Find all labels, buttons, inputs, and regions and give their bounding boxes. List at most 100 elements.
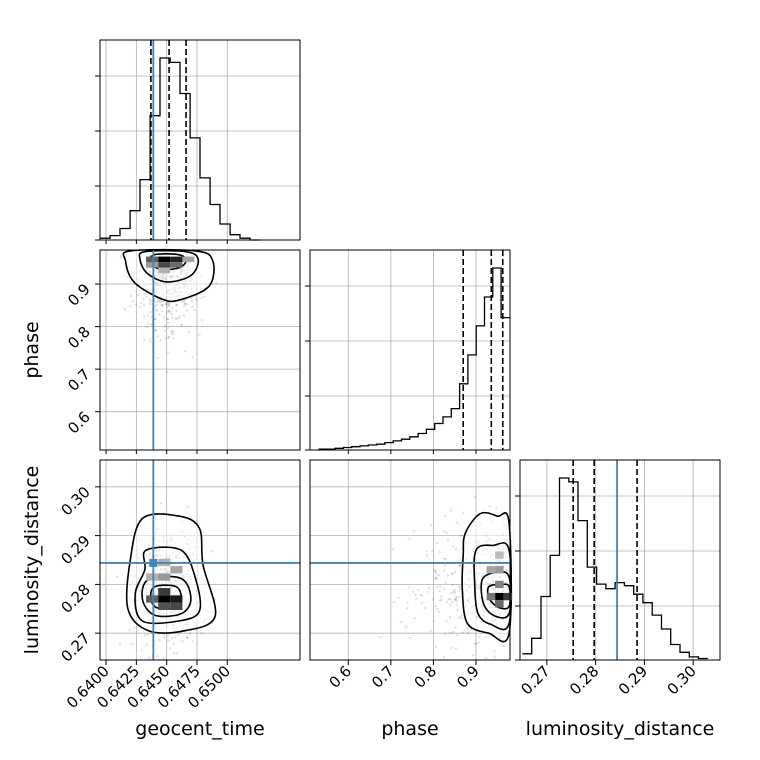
x-tick-label: 0.8 <box>411 662 441 692</box>
sample-point <box>434 569 437 572</box>
sample-point <box>170 331 173 334</box>
reference-line-layer <box>100 40 638 660</box>
sample-point <box>438 599 442 602</box>
sample-point <box>172 642 175 645</box>
sample-point <box>449 616 452 619</box>
sample-point <box>443 530 446 533</box>
sample-point <box>415 597 418 600</box>
sample-point <box>434 604 438 608</box>
sample-point <box>406 601 409 604</box>
y-tick-label: 0.7 <box>64 365 94 395</box>
sample-point <box>434 577 437 580</box>
panel-frame <box>99 459 301 661</box>
sample-point <box>191 305 194 309</box>
sample-point <box>137 293 140 297</box>
sample-point <box>484 656 488 660</box>
sample-point <box>452 630 455 634</box>
sample-point <box>186 505 189 509</box>
x-tick-label: 0.28 <box>566 662 602 698</box>
sample-point <box>166 317 169 321</box>
sample-point <box>156 357 160 360</box>
sample-point <box>192 308 196 312</box>
sample-point <box>436 586 439 589</box>
contour-level-3 <box>141 575 192 618</box>
sample-point <box>462 511 465 515</box>
sample-point <box>158 638 161 642</box>
sample-point <box>458 564 462 567</box>
density-cell <box>495 566 504 574</box>
panel-frame <box>309 459 511 661</box>
sample-point <box>149 338 152 341</box>
sample-point <box>188 632 192 635</box>
sample-point <box>123 308 127 311</box>
density-cell <box>495 592 504 601</box>
density-cell <box>495 600 504 608</box>
sample-point <box>455 634 459 637</box>
sample-point <box>177 317 180 320</box>
density-cell <box>170 262 183 268</box>
histogram-geocent_time <box>100 57 260 241</box>
sample-point <box>170 637 173 640</box>
sample-point <box>156 335 159 338</box>
sample-point <box>181 301 184 304</box>
sample-point <box>140 648 143 651</box>
sample-point <box>160 304 164 307</box>
density-cell <box>495 580 504 589</box>
density-cell <box>146 595 159 603</box>
sample-point <box>167 310 170 313</box>
truth-marker <box>149 558 158 567</box>
sample-point <box>454 570 457 574</box>
sample-point <box>436 607 439 611</box>
sample-point <box>420 594 423 597</box>
sample-point <box>200 632 203 635</box>
sample-point <box>215 281 218 285</box>
sample-point <box>168 304 171 308</box>
y-tick-label: 0.27 <box>57 629 93 665</box>
y-axis-label-luminosity-distance: luminosity_distance <box>21 466 43 655</box>
sample-point <box>485 635 488 639</box>
sample-point <box>455 596 458 600</box>
sample-point <box>457 595 461 598</box>
density-cell <box>503 592 513 601</box>
sample-point <box>143 292 146 296</box>
sample-point <box>474 642 478 645</box>
sample-point <box>458 616 461 619</box>
sample-point <box>154 329 157 332</box>
sample-point <box>174 317 177 320</box>
sample-point <box>167 303 170 306</box>
sample-point <box>466 631 470 634</box>
sample-point <box>131 299 134 303</box>
x-tick-label: 0.27 <box>517 662 553 698</box>
density-cell <box>158 256 171 263</box>
x-tick-label: 0.6 <box>326 662 356 692</box>
x-tick-label: 0.7 <box>368 662 398 692</box>
sample-point <box>175 304 178 307</box>
sample-point <box>465 626 468 630</box>
sample-point <box>115 575 119 578</box>
sample-point <box>119 256 123 259</box>
sample-point <box>200 319 204 322</box>
sample-point <box>440 598 443 601</box>
sample-point <box>164 329 167 332</box>
sample-point <box>407 537 411 540</box>
density-cell <box>146 262 159 268</box>
panel-frame-layer <box>99 39 721 661</box>
sample-point <box>472 654 475 657</box>
x-tick-label: 0.29 <box>615 662 651 698</box>
sample-point <box>453 598 457 601</box>
sample-point <box>459 557 462 560</box>
sample-point <box>157 633 161 636</box>
sample-point <box>458 564 462 567</box>
sample-point <box>379 635 382 639</box>
sample-point <box>456 608 459 611</box>
sample-point <box>495 506 498 509</box>
sample-point <box>414 593 417 596</box>
sample-point <box>455 600 458 603</box>
sample-point <box>198 333 201 336</box>
density-cell <box>158 588 171 596</box>
sample-point <box>440 595 443 598</box>
sample-point <box>453 588 456 592</box>
sample-point <box>420 601 424 605</box>
sample-point <box>450 646 453 650</box>
